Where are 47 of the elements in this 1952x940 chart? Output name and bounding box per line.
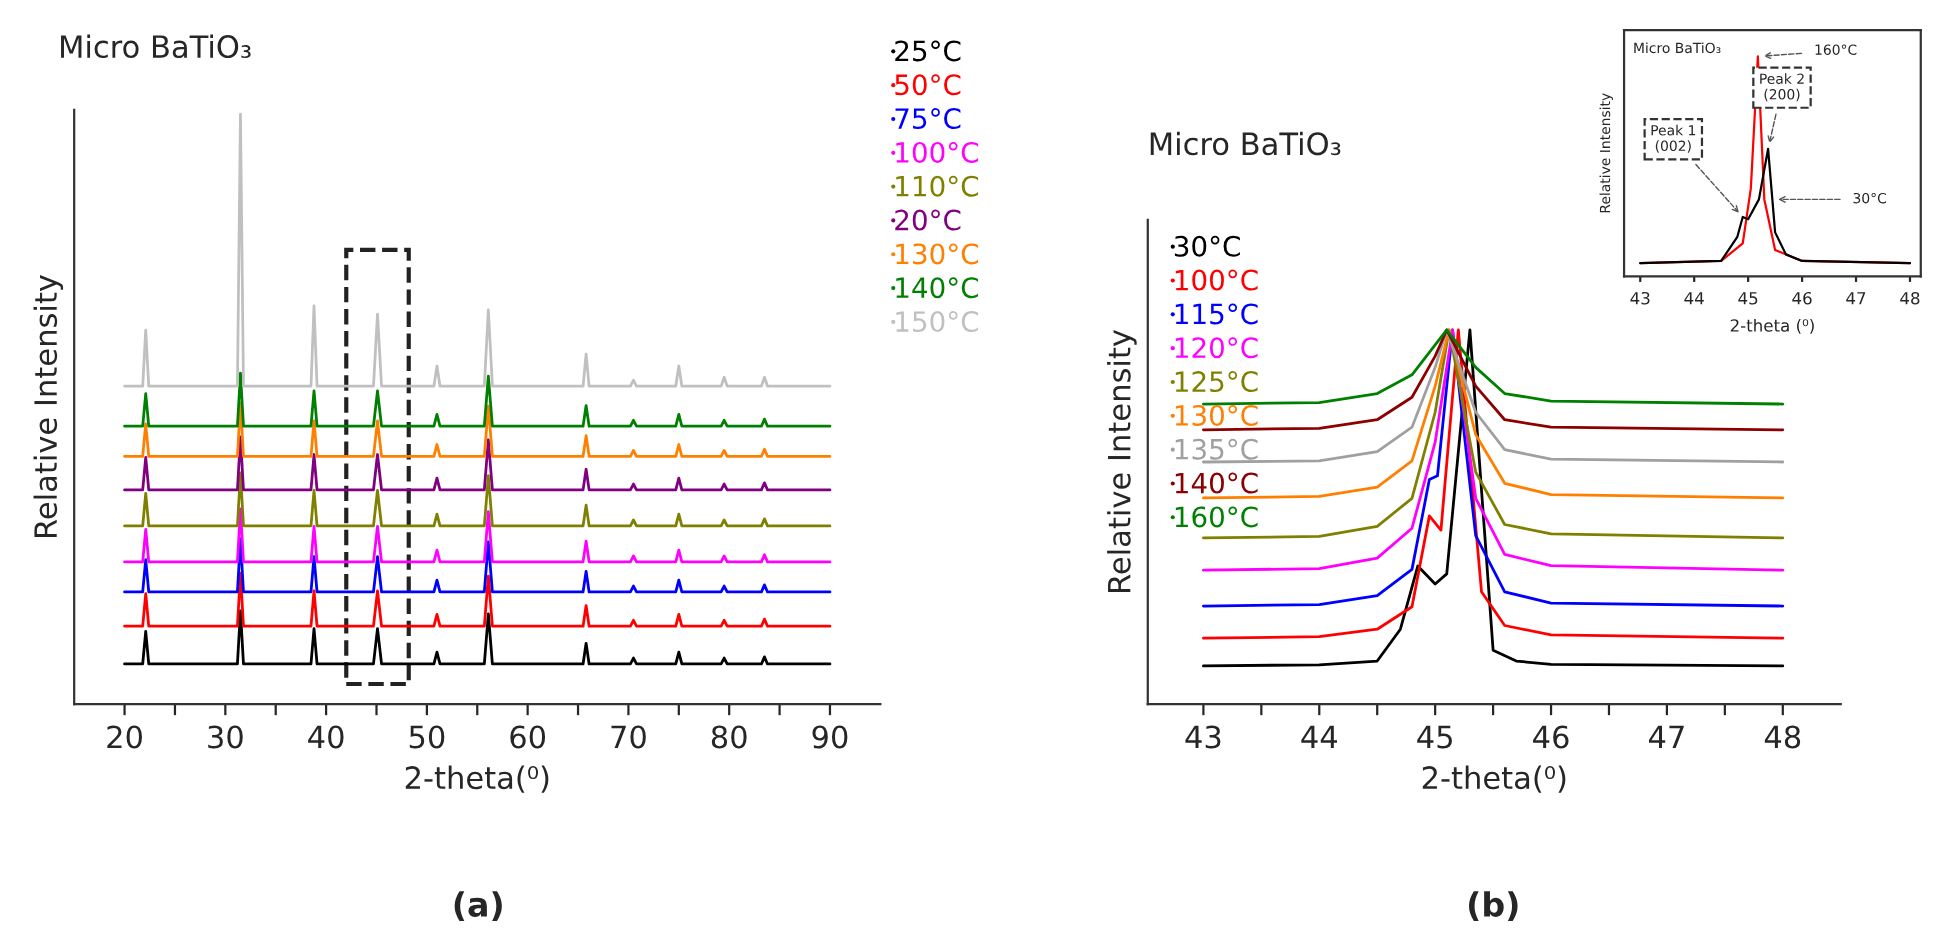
chart-title: Micro BaTiO₃ xyxy=(1150,131,1341,156)
x-tick-label: 90 xyxy=(812,725,848,749)
legend-label: 100°C xyxy=(1175,269,1258,291)
legend-label: 150°C xyxy=(896,311,979,333)
legend-label: 130°C xyxy=(1175,404,1258,426)
x-tick-label: 43 xyxy=(1185,725,1221,749)
legend-label: 125°C xyxy=(1175,371,1258,393)
legend-label: 100°C xyxy=(896,141,979,163)
legend-label: 140°C xyxy=(1175,472,1258,494)
legend-label: 30°C xyxy=(1174,235,1240,257)
x-axis-title: 2-theta(⁰) xyxy=(1422,765,1566,793)
x-tick-label: 44 xyxy=(1301,725,1337,749)
x-tick-label: 48 xyxy=(1764,725,1801,749)
x-axis-title: 2-theta (⁰) xyxy=(1730,318,1814,334)
legend-label: 75°C xyxy=(895,108,961,130)
x-tick-label: 45 xyxy=(1738,292,1758,305)
text: (b) xyxy=(1468,891,1518,921)
x-axis-title: 2-theta(⁰) xyxy=(405,765,549,793)
x-tick-label: 30 xyxy=(208,725,243,749)
legend-label: 135°C xyxy=(1175,438,1258,460)
legend-label: 160°C xyxy=(1175,506,1258,528)
x-tick-label: 20 xyxy=(107,725,142,749)
x-tick-label: 50 xyxy=(409,725,445,749)
x-tick-label: 43 xyxy=(1630,291,1650,305)
x-tick-label: 48 xyxy=(1900,291,1920,305)
legend-label: 120°C xyxy=(1175,337,1258,359)
y-axis-title: Relative Intensity xyxy=(1107,329,1137,592)
legend-label: 140°C xyxy=(896,277,979,299)
x-tick-label: 70 xyxy=(611,725,646,749)
text: (a) xyxy=(454,891,502,921)
x-tick-label: 47 xyxy=(1648,725,1684,749)
x-tick-label: 46 xyxy=(1792,291,1812,305)
legend-label: 115°C xyxy=(1175,303,1258,325)
y-axis-title: Relative Intensity xyxy=(33,274,64,537)
x-tick-label: 45 xyxy=(1417,725,1452,749)
x-tick-label: 44 xyxy=(1684,292,1704,305)
x-tick-label: 80 xyxy=(711,725,747,749)
x-tick-label: 60 xyxy=(510,725,546,749)
legend-label: 130°C xyxy=(896,243,979,265)
chart-title: Micro BaTiO₃ xyxy=(61,34,251,59)
legend-label: 20°C xyxy=(895,209,961,231)
x-tick-label: 46 xyxy=(1533,725,1569,749)
legend-label: 50°C xyxy=(895,74,961,96)
legend-label: 110°C xyxy=(896,175,979,197)
x-tick-label: 40 xyxy=(308,725,344,749)
legend-label: 25°C xyxy=(895,40,961,62)
x-tick-label: 47 xyxy=(1846,292,1866,305)
